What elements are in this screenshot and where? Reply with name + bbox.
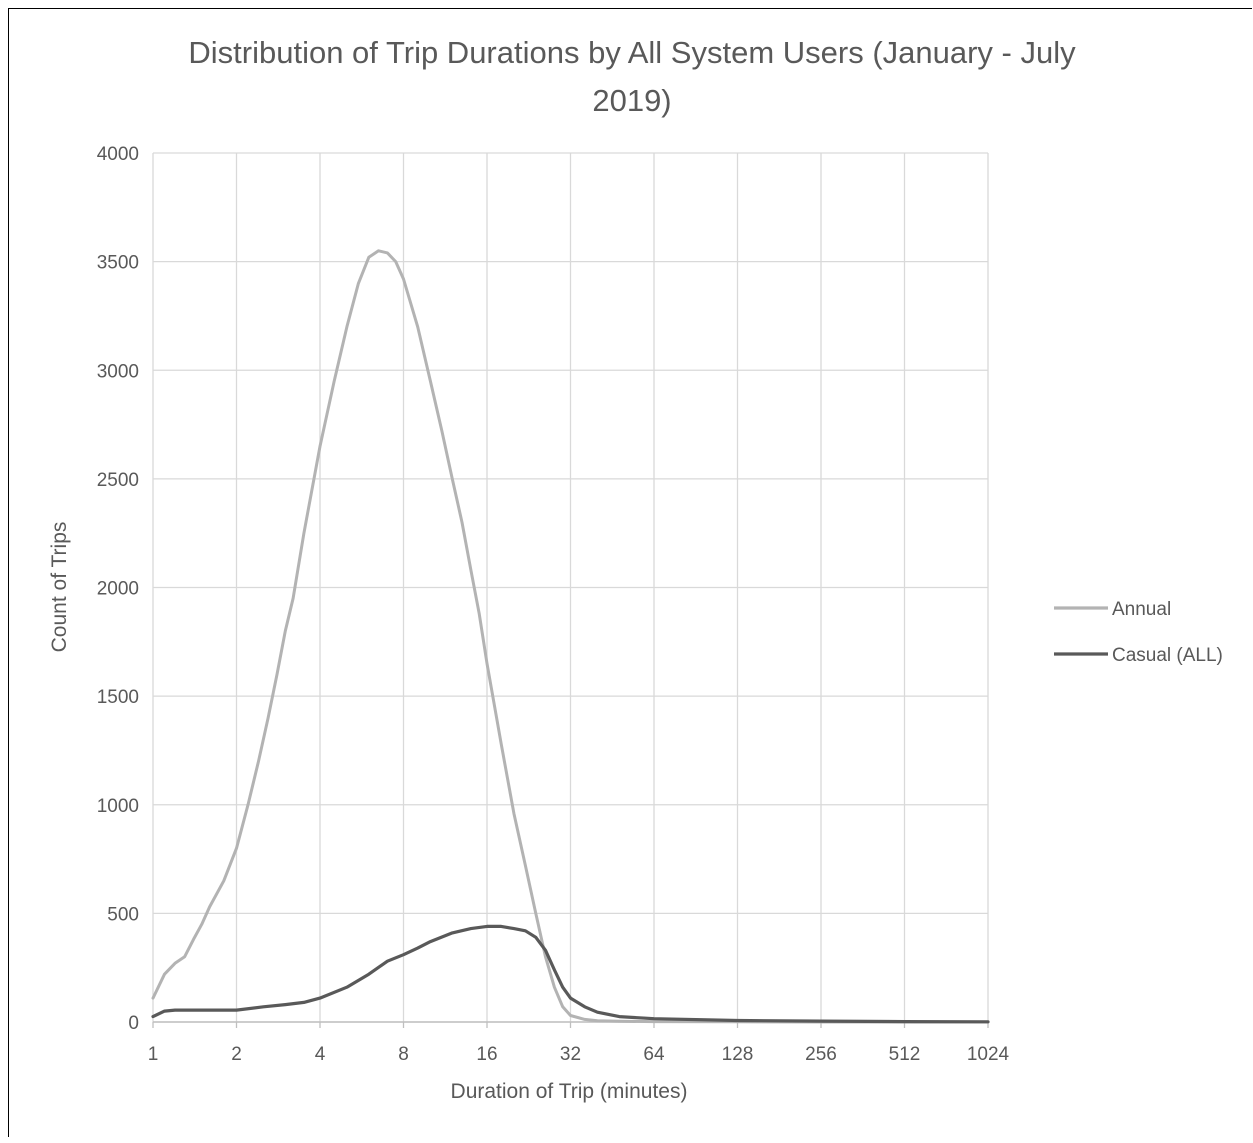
chart-title-line-1: Distribution of Trip Durations by All Sy… xyxy=(188,35,1076,70)
x-tick-label: 16 xyxy=(476,1044,497,1065)
y-tick-label: 3000 xyxy=(97,361,139,382)
x-tick-label: 2 xyxy=(231,1044,242,1065)
y-tick-label: 2500 xyxy=(97,470,139,491)
series xyxy=(151,249,990,1024)
x-tick-label: 1024 xyxy=(967,1044,1010,1065)
y-tick-label: 3500 xyxy=(97,253,139,274)
y-tick-label: 1000 xyxy=(97,796,139,817)
x-axis-title: Duration of Trip (minutes) xyxy=(451,1080,688,1103)
x-tick-label: 1 xyxy=(148,1044,159,1065)
legend-label: Casual (ALL) xyxy=(1112,645,1223,666)
y-axis-title: Count of Trips xyxy=(48,522,71,653)
y-tick-label: 1500 xyxy=(97,687,139,708)
x-tick-label: 128 xyxy=(722,1044,754,1065)
series-line-annual xyxy=(151,249,990,1024)
legend: Annual Casual (ALL) xyxy=(1054,599,1223,666)
y-tick-label: 4000 xyxy=(97,144,139,165)
x-tick-label: 32 xyxy=(560,1044,581,1065)
series-line-casual-all xyxy=(151,924,990,1024)
legend-label: Annual xyxy=(1112,599,1171,620)
x-tick-label: 256 xyxy=(805,1044,837,1065)
chart-svg: Distribution of Trip Durations by All Sy… xyxy=(48,35,1223,1103)
y-tick-label: 500 xyxy=(107,904,139,925)
chart-title: Distribution of Trip Durations by All Sy… xyxy=(188,35,1076,118)
x-axis-ticks: 1 2 4 8 16 32 64 128 256 512 1024 xyxy=(148,1044,1010,1065)
x-tick-label: 64 xyxy=(643,1044,665,1065)
y-axis-ticks: 0 500 1000 1500 2000 2500 3000 3500 4000 xyxy=(97,144,139,1034)
y-tick-label: 0 xyxy=(128,1013,139,1034)
chart-frame: Distribution of Trip Durations by All Sy… xyxy=(8,8,1252,1137)
x-tick-label: 8 xyxy=(398,1044,409,1065)
y-tick-label: 2000 xyxy=(97,579,139,600)
grid xyxy=(152,152,989,1028)
x-tick-label: 4 xyxy=(315,1044,326,1065)
x-tick-label: 512 xyxy=(889,1044,921,1065)
chart-title-line-2: 2019) xyxy=(592,83,671,118)
